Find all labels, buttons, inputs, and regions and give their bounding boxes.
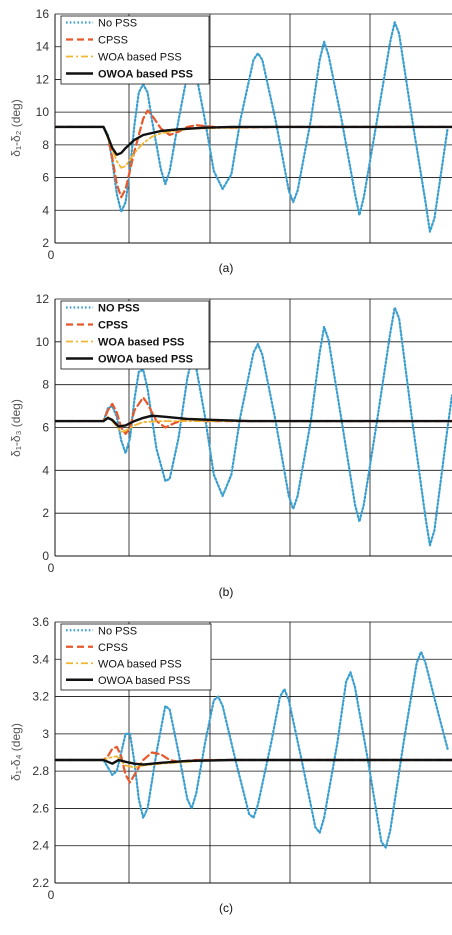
legend-label: WOA based PSS <box>98 658 182 670</box>
series-line <box>55 745 452 784</box>
y-tick-label: 2.8 <box>32 764 49 778</box>
x-tick-label: 0 <box>48 888 55 902</box>
y-tick-label: 3.2 <box>32 690 49 704</box>
y-tick-label: 2 <box>42 236 49 250</box>
y-tick-label: 0 <box>42 549 49 563</box>
legend-label: OWOA based PSS <box>98 69 193 81</box>
legend-label: CPSS <box>98 642 128 654</box>
y-axis-label: δ₁-δ₄ (deg) <box>9 723 23 781</box>
legend-label: No PSS <box>98 625 137 637</box>
panel-caption: (b) <box>219 585 234 599</box>
y-tick-label: 4 <box>42 463 49 477</box>
chart-3: 2.2 2.4 2.6 2.8 3 3.2 3.4 3.6 0 δ₁-δ₄ (deg) No PSS… <box>9 615 452 915</box>
legend-label: OWOA based PSS <box>98 354 193 366</box>
chart-2: 0 2 4 6 8 10 12 0 δ₁-δ₃ (deg) NO PSS CPSS WOA based… <box>9 292 452 599</box>
series-line <box>55 125 452 156</box>
series-line <box>55 758 452 766</box>
y-tick-label: 14 <box>36 40 50 54</box>
y-tick-label: 10 <box>36 105 50 119</box>
legend-label: WOA based PSS <box>98 52 182 64</box>
y-tick-label: 12 <box>36 292 50 306</box>
y-axis-label: δ₁-δ₃ (deg) <box>9 399 23 457</box>
y-tick-label: 10 <box>36 335 50 349</box>
y-tick-label: 2.6 <box>32 801 49 815</box>
chart-1: 2 4 6 8 10 12 14 16 0 δ₁-δ₂ (deg) No PSS CPSS WOA ba… <box>9 7 452 275</box>
y-tick-label: 2 <box>42 506 49 520</box>
series-line <box>55 126 452 169</box>
series-line <box>55 306 452 547</box>
series-line <box>55 396 452 435</box>
y-tick-label: 3.6 <box>32 615 49 629</box>
panel-caption: (c) <box>219 901 233 915</box>
y-tick-label: 2.4 <box>32 839 49 853</box>
legend-label: OWOA based PSS <box>98 675 190 687</box>
y-tick-label: 6 <box>42 171 49 185</box>
legend-label: CPSS <box>98 35 128 47</box>
y-tick-label: 3.4 <box>32 652 49 666</box>
x-tick-label: 0 <box>48 248 55 262</box>
legend-label: WOA based PSS <box>98 337 184 349</box>
y-tick-label: 4 <box>42 203 49 217</box>
y-tick-label: 6 <box>42 421 49 435</box>
series-line <box>55 650 449 849</box>
y-tick-label: 16 <box>36 7 50 21</box>
y-tick-label: 8 <box>42 138 49 152</box>
legend-label: CPSS <box>98 320 128 332</box>
y-axis-label: δ₁-δ₂ (deg) <box>9 99 23 156</box>
series-line <box>55 415 452 433</box>
y-tick-label: 12 <box>36 72 50 86</box>
series-line <box>55 414 452 428</box>
x-tick-label: 0 <box>48 561 55 575</box>
y-tick-label: 8 <box>42 378 49 392</box>
y-tick-label: 3 <box>42 727 49 741</box>
legend-label: No PSS <box>98 18 137 30</box>
panel-caption: (a) <box>219 261 234 275</box>
y-tick-label: 2.2 <box>32 876 49 890</box>
legend-label: NO PSS <box>98 303 140 315</box>
series-line <box>55 21 449 233</box>
